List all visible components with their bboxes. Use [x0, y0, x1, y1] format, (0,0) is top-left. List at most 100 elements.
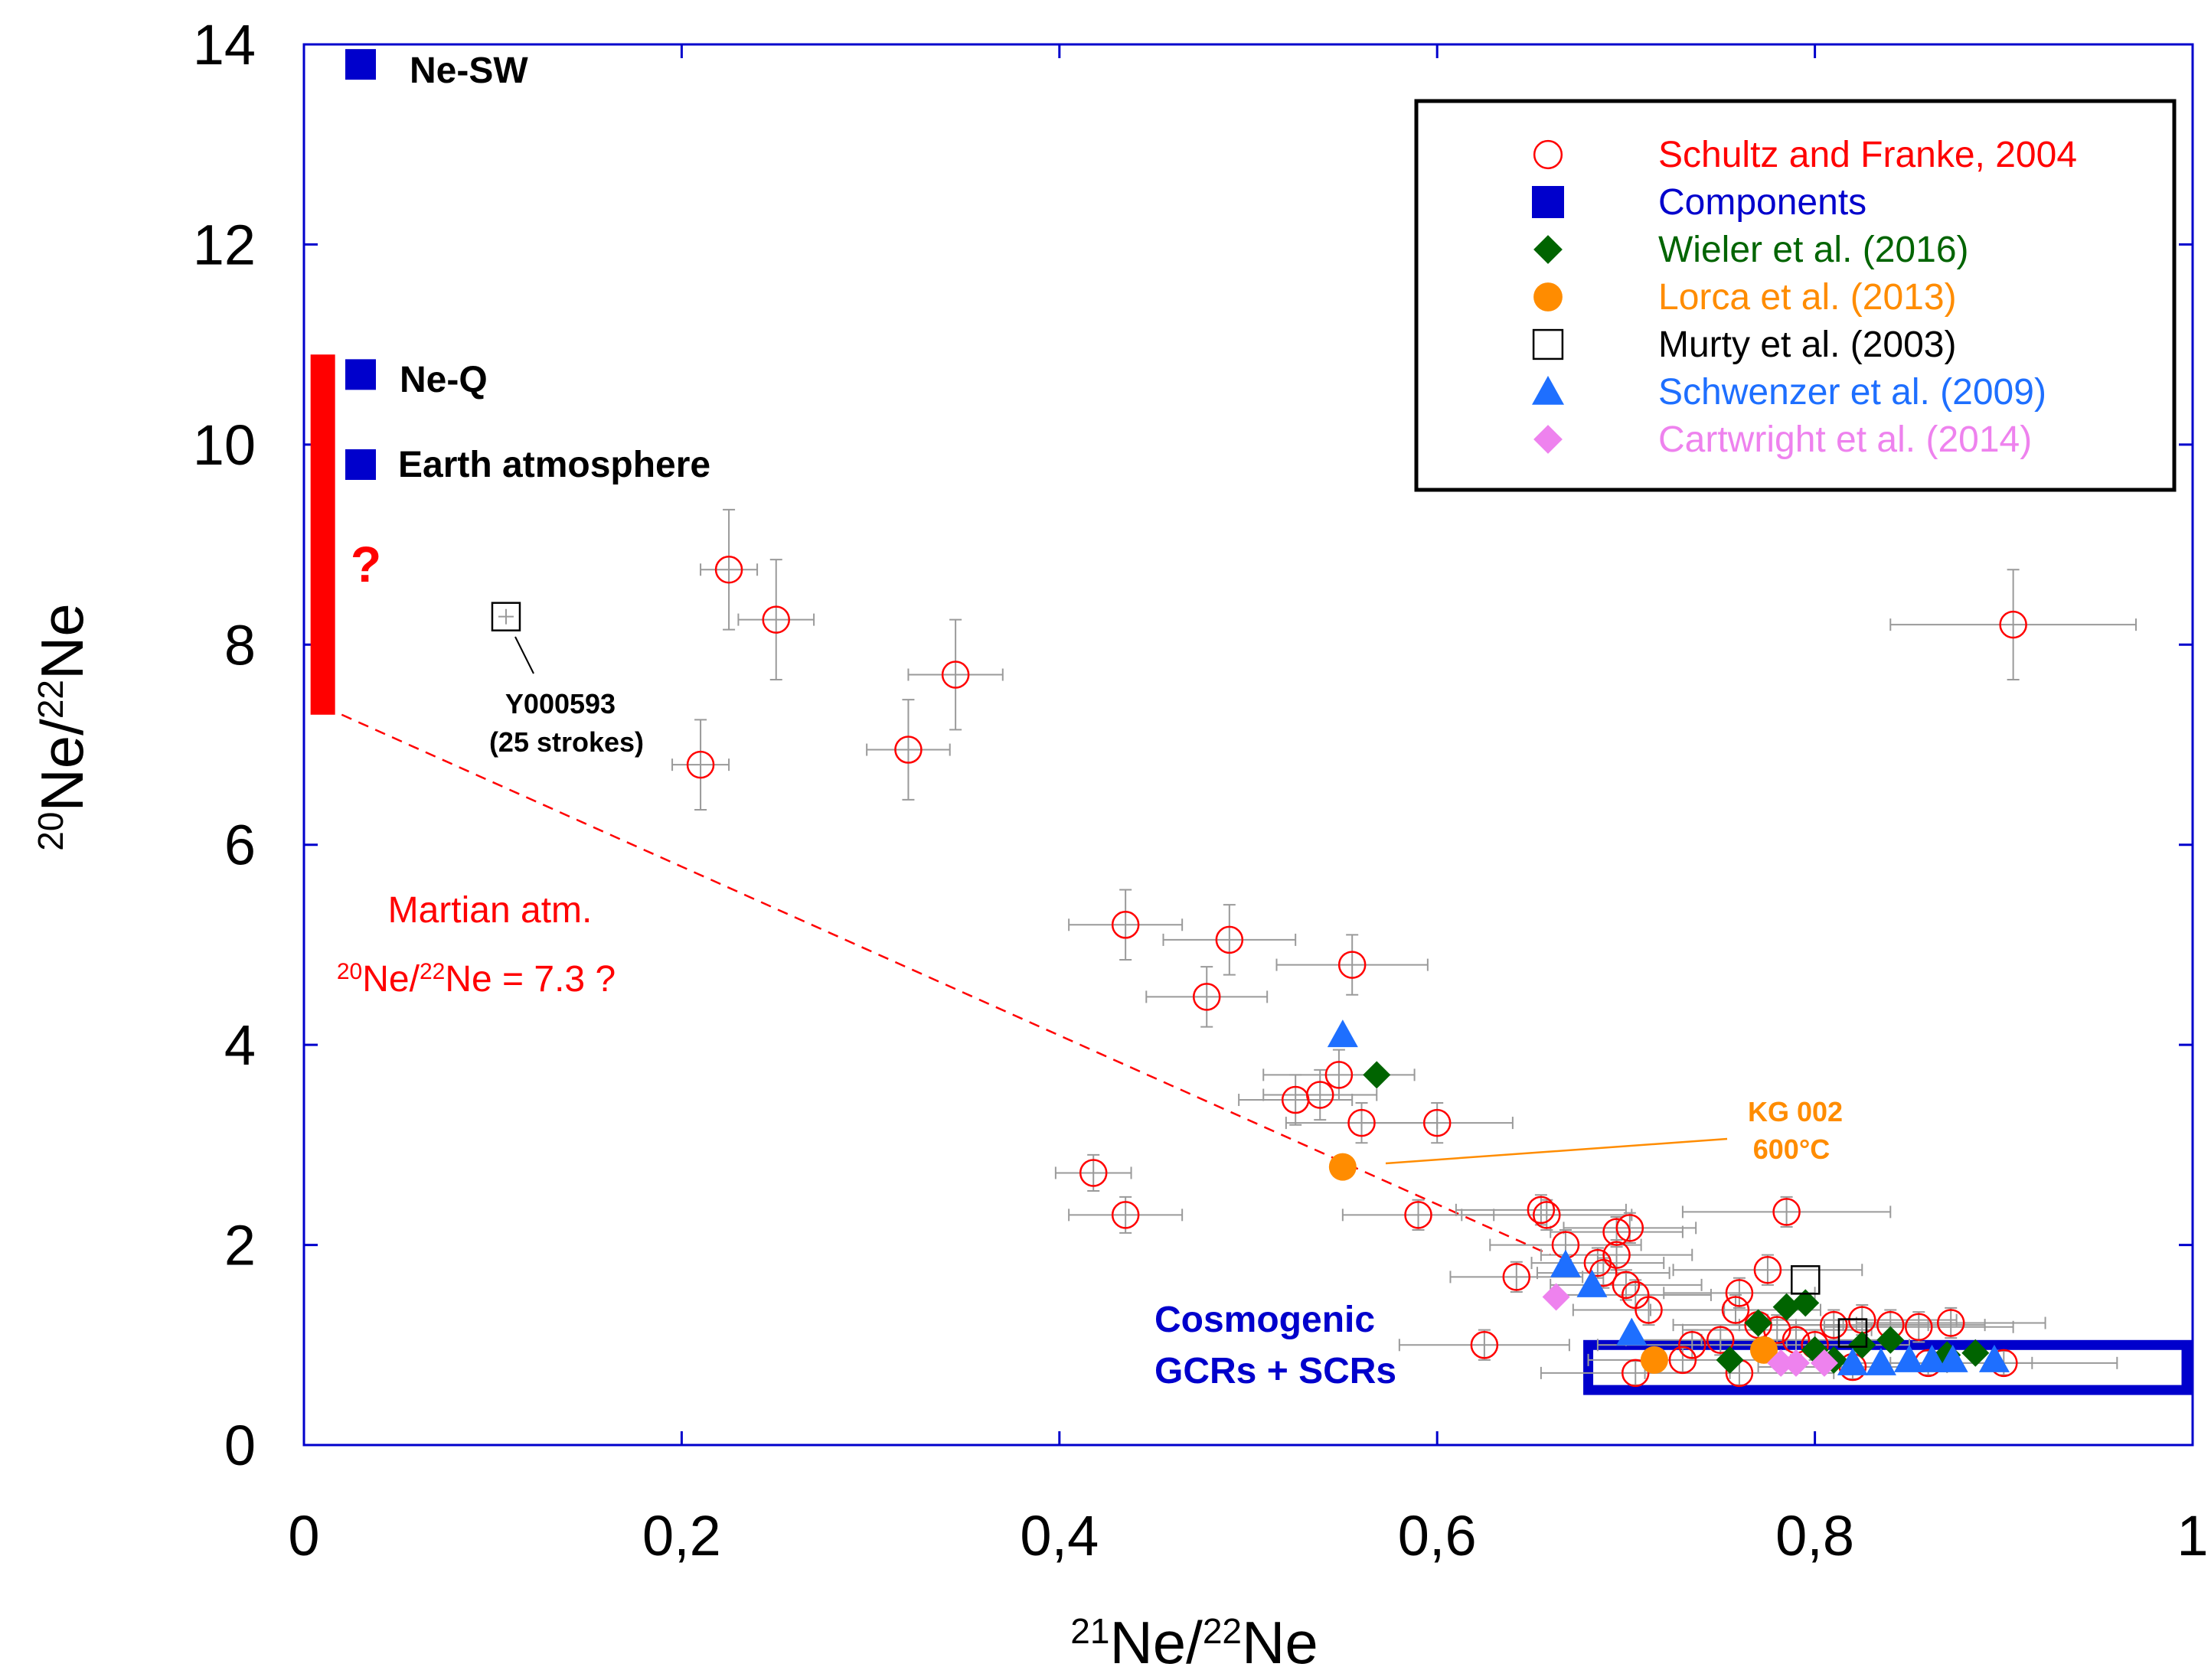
data-point: [1961, 1339, 1990, 1367]
data-point: [1837, 1347, 1868, 1375]
martian-question-mark: ?: [351, 536, 381, 592]
martian-atmosphere-range-bar: [310, 354, 335, 715]
data-point: [1999, 610, 2027, 639]
data-point: [1905, 1313, 1933, 1342]
data-point: [1810, 1349, 1838, 1377]
y-tick-label: 12: [193, 213, 256, 276]
x-tick-label: 0,6: [1398, 1504, 1477, 1567]
y-tick-label: 0: [224, 1414, 256, 1477]
data-point: [345, 49, 377, 80]
plot-frame: [302, 43, 2194, 1447]
data-point: [1337, 951, 1367, 979]
cosmogenic-label: Cosmogenic: [1154, 1300, 1375, 1340]
legend-marker: [1532, 376, 1564, 405]
x-tick-label: 0: [288, 1504, 319, 1567]
data-point: [1347, 1108, 1376, 1137]
legend-marker: [1532, 328, 1564, 360]
martian-ratio-label: 20Ne/22Ne = 7.3 ?: [337, 959, 616, 1000]
data-point: [1327, 1019, 1358, 1048]
data-point: [345, 359, 377, 390]
y-tick-label: 10: [193, 413, 256, 477]
legend-marker: [1533, 282, 1563, 312]
data-point: [1305, 1081, 1334, 1109]
data-point: [714, 556, 743, 584]
y-tick-label: 14: [193, 13, 256, 77]
axis-ticks: [302, 43, 2194, 1447]
data-point: [1978, 1344, 2010, 1372]
data-point: [1550, 1249, 1581, 1277]
data-point: [941, 661, 970, 689]
y-tick-label: 2: [224, 1214, 256, 1277]
legend-label: Schultz and Franke, 2004: [1658, 135, 2077, 175]
data-point: [1111, 1201, 1140, 1229]
data-point: [1791, 1289, 1820, 1317]
legend-marker: [1533, 235, 1563, 264]
data-point: [1527, 1196, 1556, 1225]
data-point: [1324, 1061, 1354, 1089]
data-point: [1502, 1263, 1531, 1291]
x-tick-label: 1: [2177, 1504, 2208, 1567]
cosmogenic-sublabel: GCRs + SCRs: [1154, 1351, 1396, 1391]
data-point: [1615, 1214, 1644, 1242]
martian-atm-label: Martian atm.: [388, 890, 593, 931]
data-point: [1215, 925, 1244, 954]
legend-label: Murty et al. (2003): [1658, 325, 1956, 365]
data-point: [1328, 1153, 1357, 1181]
data-point: [1772, 1198, 1801, 1226]
data-point: [1640, 1346, 1668, 1374]
data-point: [1363, 1061, 1391, 1089]
data-point: [1612, 1271, 1641, 1300]
data-point: [1576, 1269, 1608, 1297]
data-point: [1621, 1359, 1650, 1388]
data-point: [1791, 1265, 1821, 1295]
data-point: [1721, 1296, 1750, 1324]
data-point: [1635, 1296, 1663, 1324]
legend: Schultz and Franke, 2004 Components Wieler…: [1532, 135, 2077, 460]
label-ne-sw: Ne-SW: [410, 51, 528, 91]
data-point: [1470, 1331, 1499, 1359]
data-point: [1616, 1317, 1648, 1346]
data-point: [1404, 1201, 1432, 1229]
label-earth-atmosphere: Earth atmosphere: [398, 445, 710, 485]
error-bars: [671, 508, 2137, 1386]
y-tick-label: 8: [224, 613, 256, 677]
data-point: [762, 605, 790, 634]
data-point: [1767, 1349, 1795, 1377]
data-point: [1936, 1309, 1965, 1337]
legend-label: Cartwright et al. (2014): [1658, 419, 2032, 460]
data-point: [894, 736, 923, 764]
legend-label: Components: [1658, 182, 1866, 223]
y000593-label: Y000593: [505, 688, 616, 719]
kg002-sublabel: 600°C: [1753, 1134, 1830, 1165]
x-axis-title: 21Ne/22Ne: [1070, 1609, 1318, 1676]
data-point: [1937, 1344, 1968, 1372]
y000593-connector: [514, 636, 534, 674]
kg002-label: KG 002: [1748, 1096, 1843, 1127]
y000593-sublabel: (25 strokes): [489, 726, 644, 758]
data-points: [345, 49, 2027, 1388]
label-ne-q: Ne-Q: [400, 360, 488, 400]
data-point: [1782, 1349, 1810, 1377]
data-point: [1848, 1331, 1876, 1359]
data-point: [1772, 1293, 1801, 1321]
data-point: [345, 449, 377, 480]
data-point: [1677, 1331, 1706, 1359]
data-point: [1533, 1201, 1561, 1229]
data-point: [1837, 1318, 1868, 1348]
legend-label: Lorca et al. (2013): [1658, 277, 1957, 318]
legend-marker: [1532, 186, 1564, 218]
data-point: [1602, 1241, 1631, 1269]
data-point: [1725, 1279, 1754, 1307]
data-point: [1079, 1159, 1108, 1187]
kg002-connector: [1385, 1137, 1728, 1165]
data-point: [1111, 911, 1140, 939]
data-point: [1876, 1326, 1905, 1354]
data-point: [1542, 1283, 1570, 1311]
legend-label: Schwenzer et al. (2009): [1658, 372, 2046, 413]
data-point: [1865, 1347, 1896, 1375]
data-point: [1820, 1310, 1848, 1339]
legend-marker: [1533, 425, 1563, 454]
x-tick-label: 0,4: [1020, 1504, 1099, 1567]
